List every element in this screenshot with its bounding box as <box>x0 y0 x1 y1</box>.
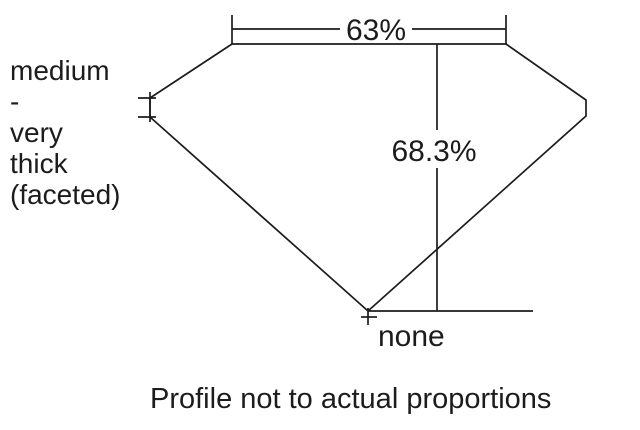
table-width-measurement <box>231 15 507 44</box>
depth-label: 68.3% <box>391 135 476 168</box>
culet-marking <box>361 308 533 325</box>
caption: Profile not to actual proportions <box>150 383 552 415</box>
culet-label: none <box>378 320 445 353</box>
diamond-outline-path <box>149 43 587 313</box>
table-width-label: 63% <box>346 14 406 47</box>
diamond-outline <box>149 43 587 313</box>
girdle-label: medium - very thick (faceted) <box>10 55 121 210</box>
girdle-tick-marks <box>138 97 156 118</box>
